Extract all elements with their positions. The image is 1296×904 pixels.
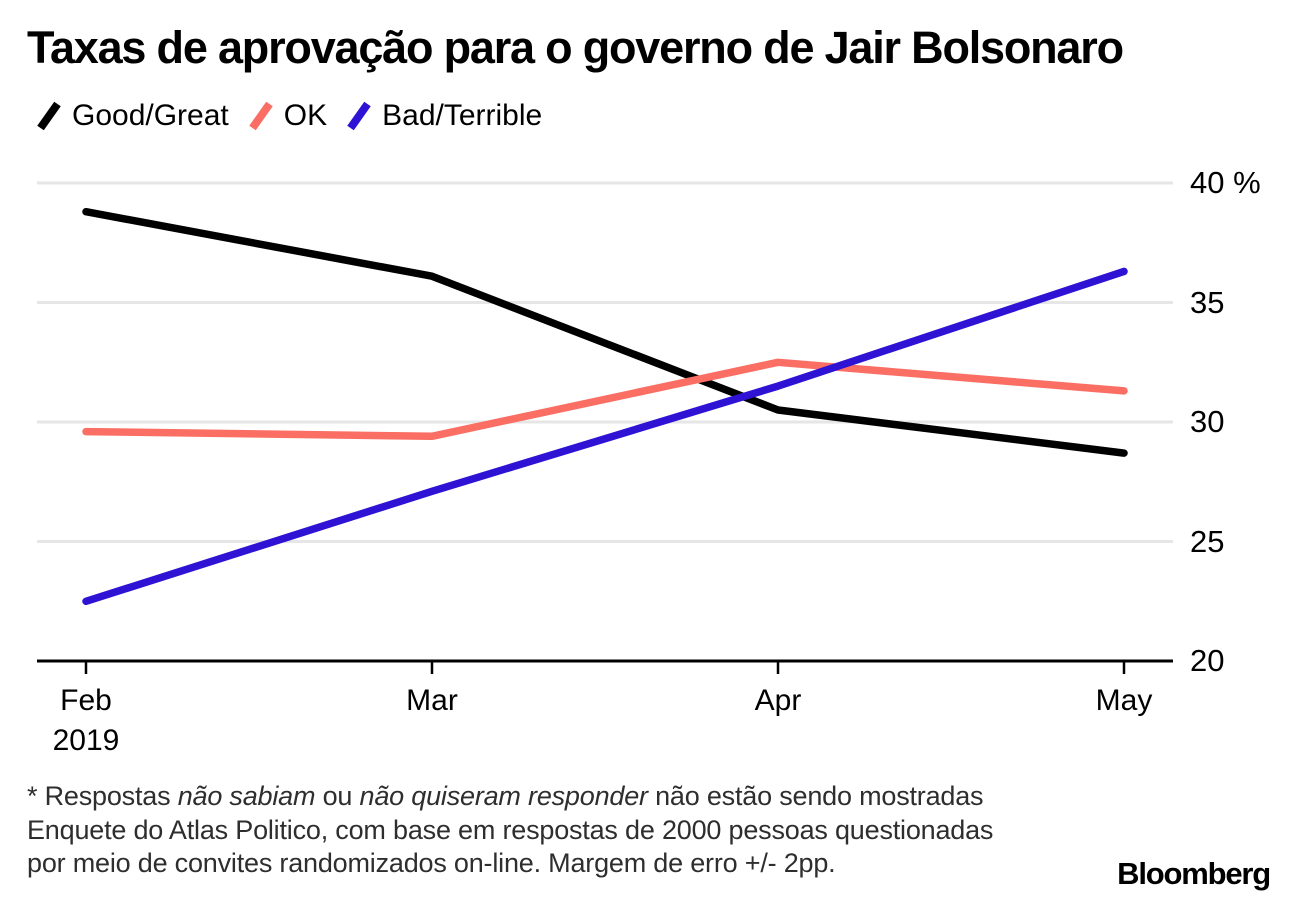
footnote-line-1: * Respostas não sabiam ou não quiseram r…: [27, 781, 984, 811]
footnote-italic: não quiseram responder: [359, 781, 648, 811]
bloomberg-logo: Bloomberg: [1117, 856, 1271, 891]
x-tick-label: Feb: [60, 684, 112, 717]
footnote-italic: não sabiam: [177, 781, 316, 811]
legend-label: Good/Great: [72, 99, 229, 132]
y-tick-label: 25: [1190, 523, 1225, 559]
y-tick-label: 20: [1190, 643, 1225, 678]
x-tick-label: May: [1095, 684, 1153, 717]
legend-item-good-great: Good/Great: [36, 99, 229, 133]
x-tick-label: Apr: [754, 684, 802, 717]
x-tick-label: Mar: [406, 684, 458, 717]
line-swatch-icon: [347, 101, 371, 131]
y-tick-label: 35: [1190, 284, 1225, 320]
footnote-line-2: Enquete do Atlas Politico, com base em r…: [27, 814, 994, 845]
line-swatch-icon: [37, 101, 61, 131]
line-swatch-icon: [249, 101, 273, 131]
legend-label: OK: [283, 99, 328, 132]
chart-title: Taxas de aprovação para o governo de Jai…: [27, 22, 1124, 73]
y-tick-label: 30: [1190, 404, 1225, 439]
legend-label: Bad/Terrible: [382, 99, 543, 132]
x-axis-year-label: 2019: [52, 724, 120, 757]
footnote: * Respostas não sabiam ou não quiseram r…: [27, 780, 993, 881]
legend-item-ok: OK: [248, 99, 327, 133]
legend-item-bad-terrible: Bad/Terrible: [346, 99, 542, 133]
y-tick-label: 40 %: [1190, 165, 1261, 200]
legend: Good/Great OK Bad/Terrible: [36, 99, 561, 133]
footnote-line-3: por meio de convites randomizados on-lin…: [27, 848, 836, 878]
